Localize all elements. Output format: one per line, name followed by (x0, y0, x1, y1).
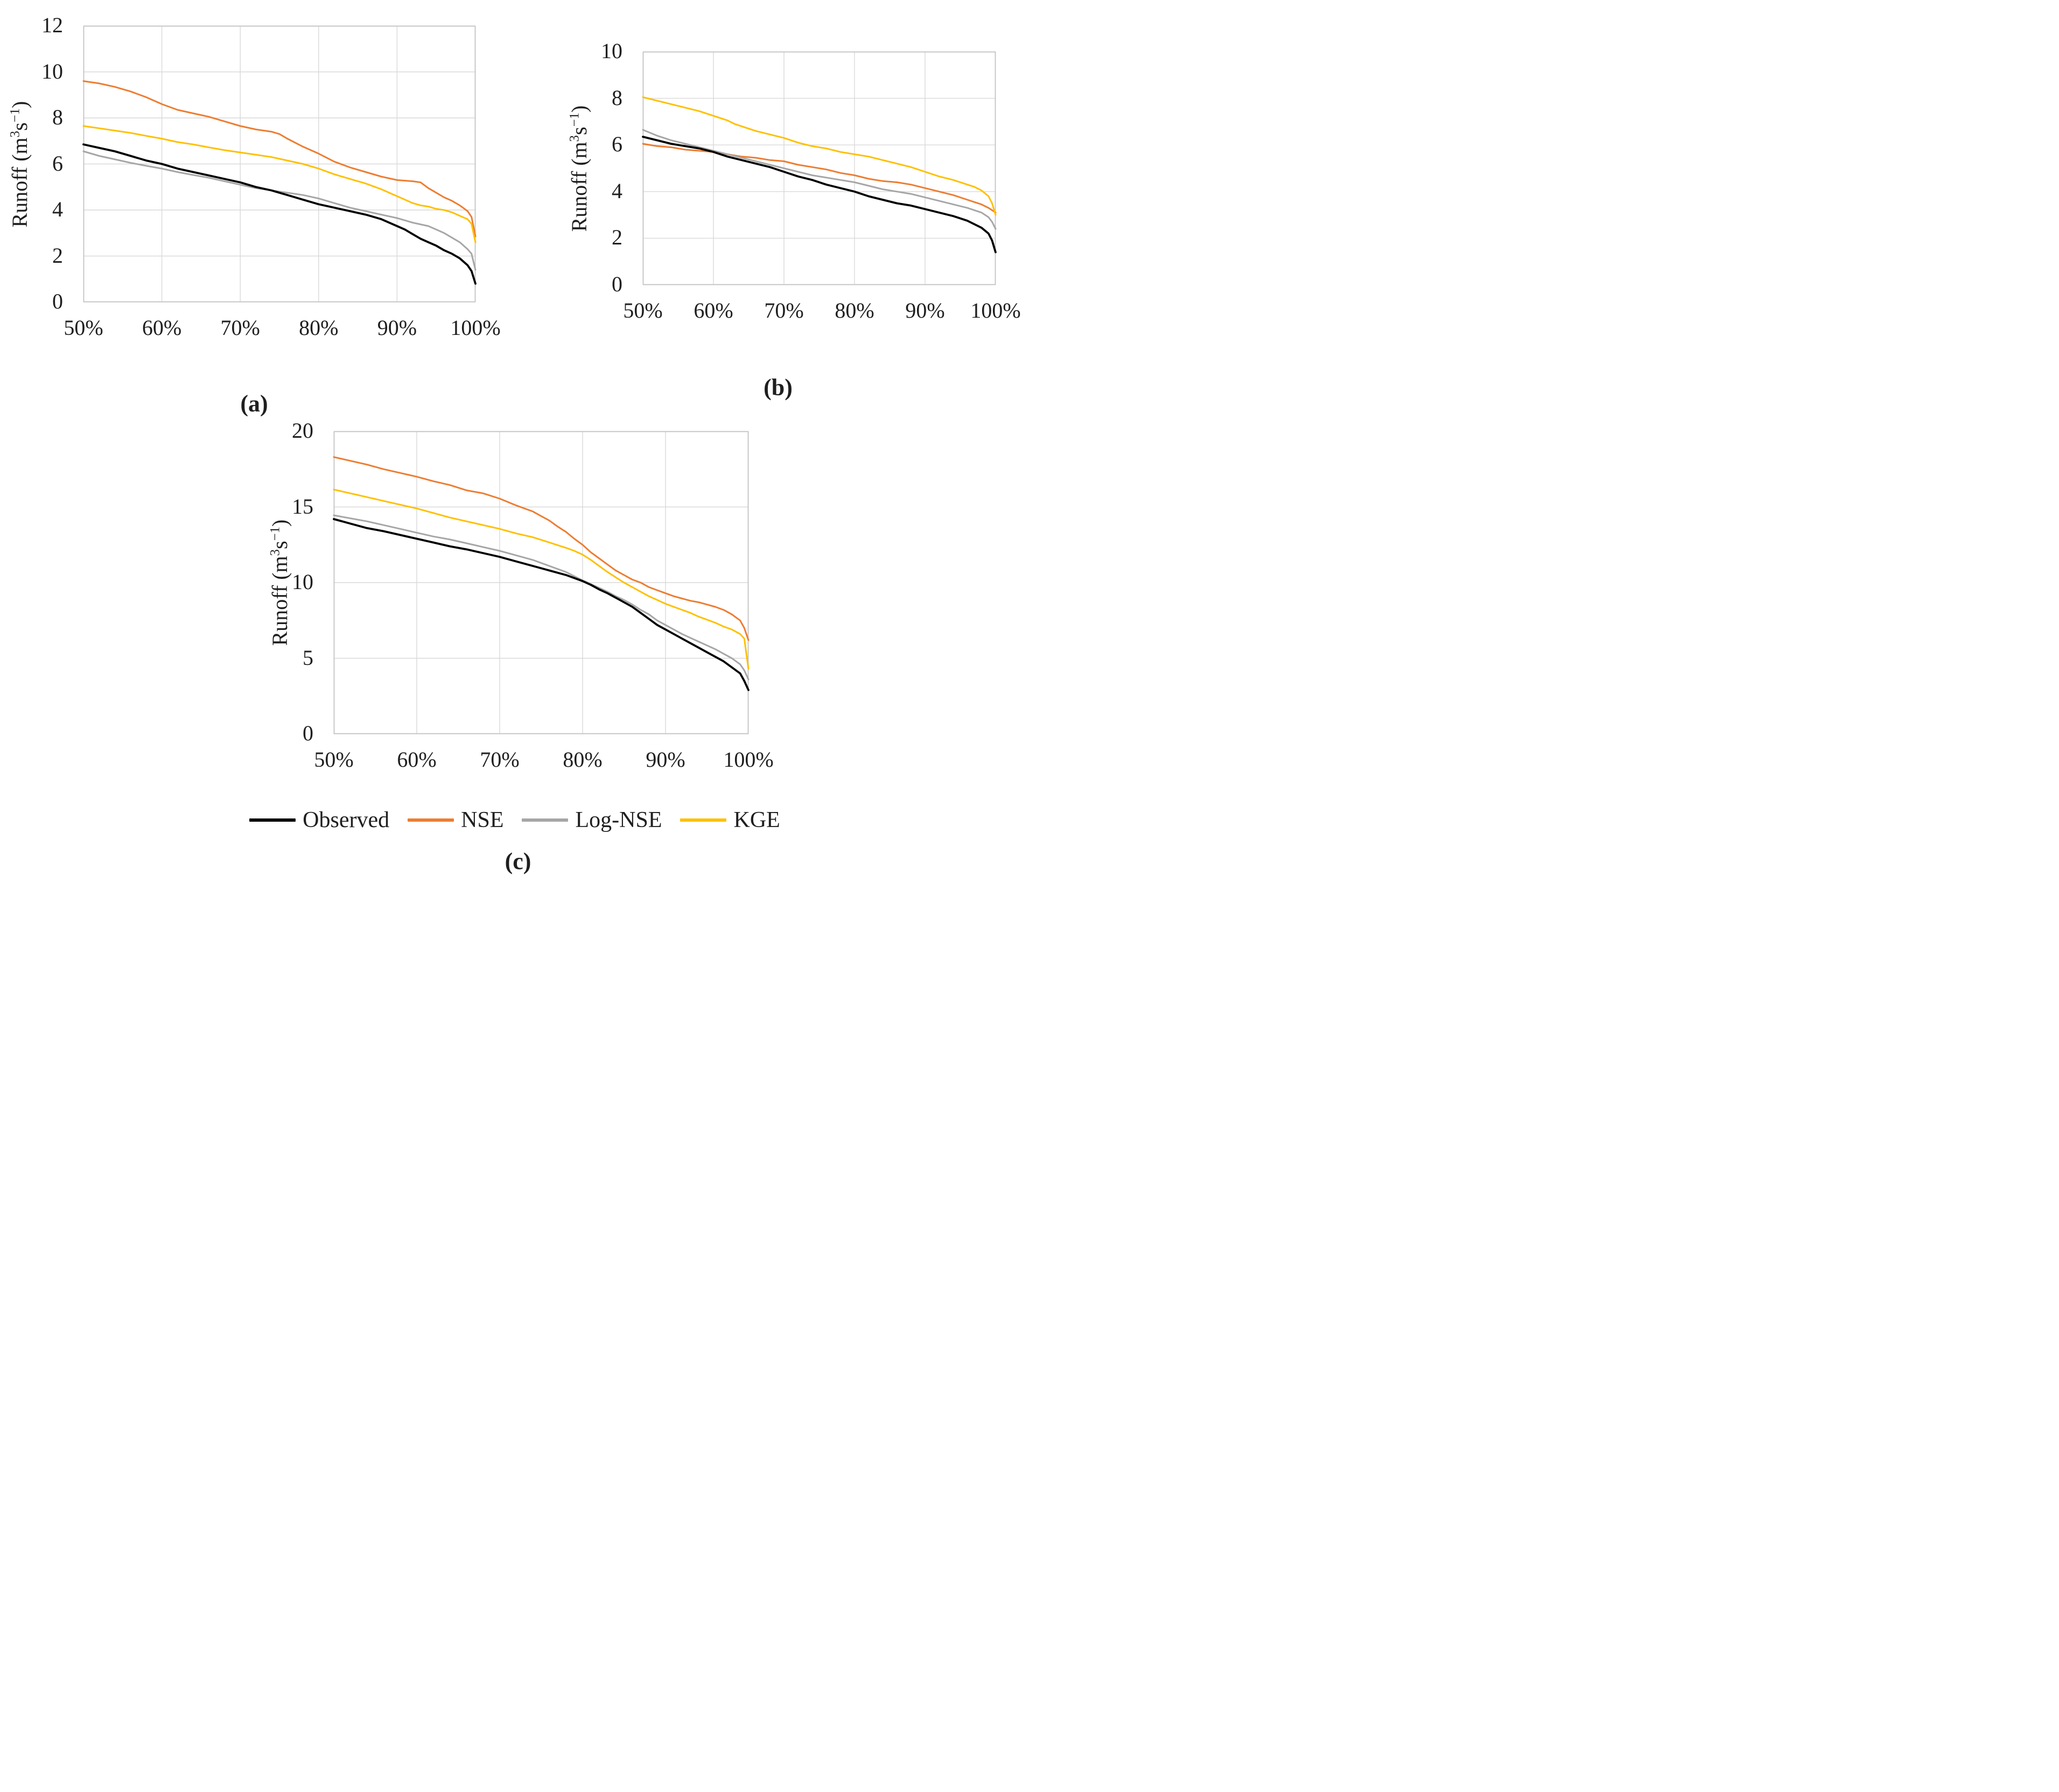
legend-label-kge: KGE (733, 808, 780, 832)
flow-duration-figure: Runoff (m3s−1) 0 2 4 6 8 10 12 50% 60% 70% 80% 90%… (0, 0, 1030, 896)
series-lines (642, 96, 997, 254)
x-tick-label: 70% (764, 298, 804, 323)
y-tick-label: 0 (303, 721, 313, 746)
series-line-log-nse (82, 150, 477, 271)
plot-area-c (333, 431, 750, 734)
legend-line-nse (408, 818, 454, 822)
y-axis-title-text: Runoff (m3s−1) (8, 101, 32, 227)
plot-border (83, 25, 475, 303)
plot-border (333, 431, 748, 734)
caption-c: (c) (505, 848, 531, 874)
plot-area-a (82, 25, 477, 303)
y-tick-label: 10 (41, 59, 63, 83)
y-tick-label: 10 (601, 39, 622, 64)
y-tick-label: 20 (292, 418, 313, 443)
legend-item-observed: Observed (249, 809, 389, 831)
y-tick-label: 4 (612, 178, 622, 203)
legend-item-nse: NSE (408, 809, 503, 831)
legend-label-log-nse: Log-NSE (575, 808, 662, 832)
y-tick-label: 5 (303, 645, 313, 670)
x-tick-label: 90% (377, 316, 417, 340)
gridlines (333, 431, 749, 734)
chart-c: Runoff (m3s−1) 0 5 10 15 20 50% 60% 70% 80% 90% 1… (268, 420, 774, 771)
y-axis-title-text: Runoff (m3s−1) (268, 519, 292, 646)
x-tick-label: 100% (970, 298, 1021, 323)
legend-item-log-nse: Log-NSE (522, 809, 662, 831)
x-tick-label: 70% (220, 316, 260, 340)
series-line-kge (82, 125, 477, 243)
y-tick-label: 4 (52, 197, 63, 222)
plot-border (642, 51, 996, 285)
legend-label-observed: Observed (303, 808, 390, 832)
x-tick-label: 80% (835, 298, 874, 323)
series-line-observed (82, 143, 477, 285)
x-tick-label: 80% (299, 316, 339, 340)
x-tick-label: 90% (905, 298, 945, 323)
gridlines (642, 51, 996, 285)
x-tick-label: 90% (646, 747, 685, 772)
legend-line-kge (680, 818, 727, 822)
series-line-observed (333, 518, 750, 691)
x-tick-label: 100% (723, 747, 774, 772)
x-tick-label: 100% (450, 316, 501, 340)
y-tick-label: 12 (41, 13, 63, 38)
legend-item-kge: KGE (680, 809, 780, 831)
series-lines (333, 456, 750, 691)
x-tick-label: 60% (142, 316, 182, 340)
caption-b: (b) (764, 374, 793, 401)
x-tick-label: 50% (623, 298, 663, 323)
series-line-nse (82, 80, 477, 237)
y-tick-label: 8 (52, 105, 63, 130)
plot-area-b (642, 51, 997, 285)
y-axis-title-text: Runoff (m3s−1) (567, 105, 591, 232)
y-tick-label: 0 (52, 289, 63, 314)
x-tick-label: 50% (64, 316, 103, 340)
gridlines (83, 25, 476, 303)
y-tick-label: 2 (52, 243, 63, 268)
series-line-log-nse (333, 514, 750, 681)
series-line-observed (642, 136, 997, 254)
series-line-kge (333, 488, 750, 670)
y-tick-label: 8 (612, 85, 622, 110)
y-tick-label: 6 (612, 132, 622, 157)
x-tick-label: 50% (314, 747, 354, 772)
y-tick-label: 0 (612, 272, 622, 297)
series-lines (82, 80, 477, 285)
legend: Observed NSE Log-NSE KGE (0, 809, 1030, 831)
legend-label-nse: NSE (461, 808, 504, 832)
x-tick-label: 60% (397, 747, 437, 772)
x-tick-label: 60% (694, 298, 733, 323)
chart-b: Runoff (m3s−1) 0 2 4 6 8 10 50% 60% 70% 80% 90% 10… (567, 40, 1021, 321)
x-tick-label: 80% (563, 747, 603, 772)
series-line-nse (333, 456, 750, 641)
x-tick-label: 70% (480, 747, 520, 772)
y-tick-label: 10 (292, 570, 313, 594)
y-tick-label: 2 (612, 225, 622, 250)
chart-a: Runoff (m3s−1) 0 2 4 6 8 10 12 50% 60% 70% 80% 90%… (8, 15, 501, 339)
series-line-kge (642, 96, 997, 216)
legend-line-observed (249, 818, 296, 822)
legend-line-log-nse (522, 818, 569, 822)
y-tick-label: 6 (52, 151, 63, 176)
series-line-log-nse (642, 129, 997, 230)
y-tick-label: 15 (292, 494, 313, 519)
caption-a: (a) (240, 390, 268, 417)
